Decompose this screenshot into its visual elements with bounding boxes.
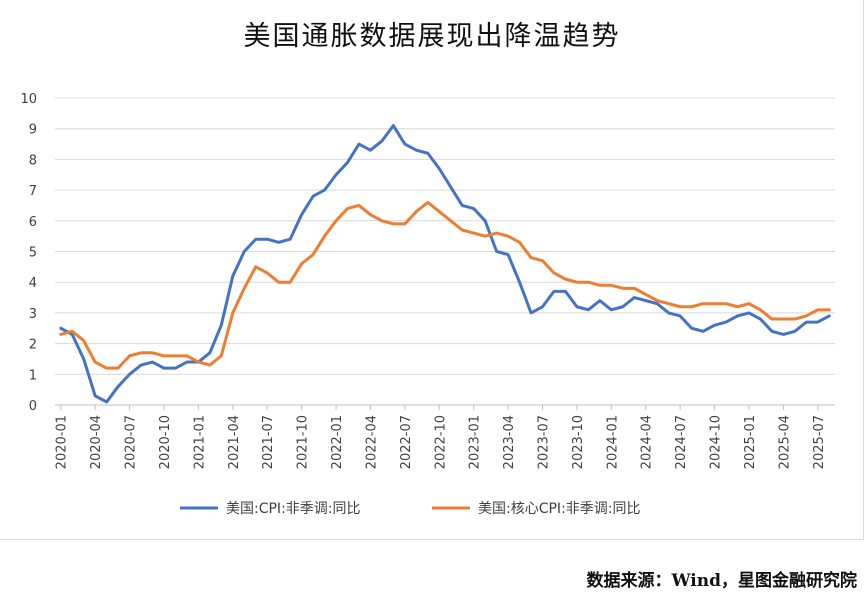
x-tick-label: 2025-01 [743,415,758,469]
series-lines [59,124,831,404]
x-tick-label: 2020-07 [124,415,139,469]
x-tick-label: 2025-07 [812,415,827,469]
legend: 美国:CPI:非季调:同比 美国:核心CPI:非季调:同比 [180,501,641,517]
y-tick-label: 7 [29,184,37,199]
x-tick-label: 2025-04 [777,415,792,469]
series-line-cpi [59,124,831,404]
y-tick-label: 5 [29,246,37,261]
x-tick-label: 2022-04 [364,415,379,469]
y-axis-ticks: 0 1 2 3 4 5 6 7 8 9 10 [20,92,37,414]
y-tick-label: 0 [29,399,37,414]
legend-label: 美国:CPI:非季调:同比 [226,501,361,517]
x-tick-label: 2021-01 [192,415,207,469]
x-tick-label: 2024-10 [709,415,724,469]
x-tick-label: 2021-07 [261,415,276,469]
x-tick-label: 2020-04 [89,415,104,469]
y-tick-label: 10 [20,92,37,107]
x-tick-label: 2024-04 [640,415,655,469]
x-tick-label: 2021-04 [227,415,242,469]
y-tick-label: 2 [29,338,37,353]
x-tick-label: 2020-01 [55,415,70,469]
grid-lines [55,97,835,406]
x-tick-label: 2022-07 [399,415,414,469]
y-tick-label: 9 [29,123,37,138]
y-tick-label: 8 [29,153,37,168]
chart-frame [0,0,864,540]
y-tick-label: 1 [29,368,37,383]
x-tick-label: 2022-10 [433,415,448,469]
x-tick-label: 2023-04 [502,415,517,469]
x-tick-label: 2023-01 [468,415,483,469]
series-line-core-cpi [59,200,831,370]
x-tick-label: 2024-01 [605,415,620,469]
x-axis-ticks: 2020-01 2020-04 2020-07 2020-10 2021-01 2021-… [55,405,827,469]
chart-title: 美国通胀数据展现出降温趋势 [243,21,621,52]
y-tick-label: 3 [29,307,37,322]
x-tick-label: 2020-10 [158,415,173,469]
x-tick-label: 2024-07 [674,415,689,469]
data-source-note: 数据来源：Wind，星图金融研究院 [586,571,858,591]
line-chart: 0 1 2 3 4 5 6 7 8 9 10 2020-01 2020-04 2020-07 2020-1… [20,92,835,517]
x-tick-label: 2023-10 [571,415,586,469]
x-tick-label: 2021-10 [296,415,311,469]
x-tick-label: 2022-01 [330,415,345,469]
y-tick-label: 4 [29,276,37,291]
x-tick-label: 2023-07 [537,415,552,469]
legend-label: 美国:核心CPI:非季调:同比 [478,501,641,517]
y-tick-label: 6 [29,215,37,230]
